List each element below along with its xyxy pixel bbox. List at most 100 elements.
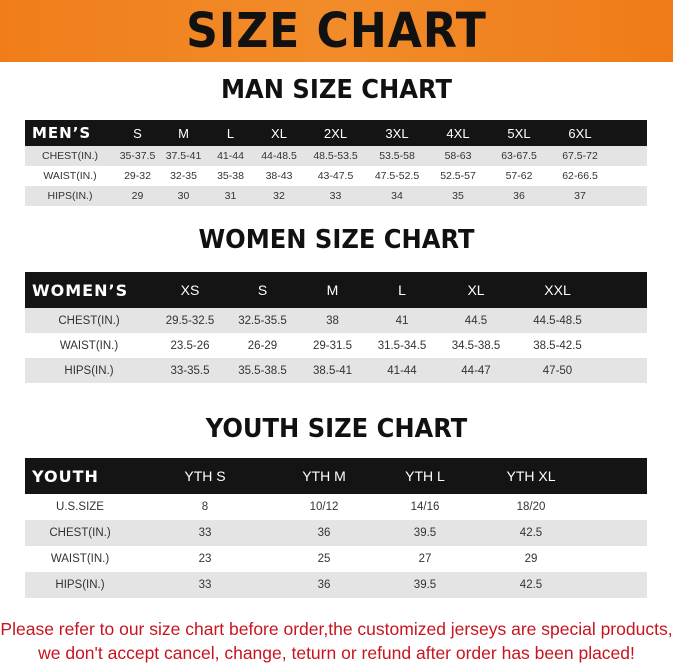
table-cell: 29.5-32.5 xyxy=(153,308,227,333)
table-row: HIPS(IN.) 29 30 31 32 33 34 35 36 37 xyxy=(25,186,647,206)
table-cell: 35-37.5 xyxy=(115,146,160,166)
header-row: MEN’S S M L XL 2XL 3XL 4XL 5XL 6XL xyxy=(25,120,647,146)
table-cell: 31.5-34.5 xyxy=(377,339,427,352)
size-header: 3XL xyxy=(367,120,427,146)
banner-title: SIZE CHART xyxy=(186,3,487,59)
table-cell: 38-43 xyxy=(265,170,293,182)
size-header: 2XL xyxy=(304,120,367,146)
notice-line-1: Please refer to our size chart before or… xyxy=(0,619,673,639)
table-cell: 36 xyxy=(275,520,373,546)
table-cell: 58-63 xyxy=(427,146,489,166)
table-cell: 44-48.5 xyxy=(254,146,304,166)
header-row: YOUTH YTH S YTH M YTH L YTH XL xyxy=(25,458,647,494)
header-row: WOMEN’S XS S M L XL XXL xyxy=(25,272,647,308)
table-cell: 41-44 xyxy=(207,146,254,166)
table-cell: 44.5 xyxy=(437,308,515,333)
table-row: HIPS(IN.) 33-35.5 35.5-38.5 38.5-41 41-44 44-… xyxy=(25,358,647,383)
table-cell: 43-47.5 xyxy=(317,170,354,182)
row-label: CHEST(IN.) xyxy=(25,308,153,333)
table-cell: 32 xyxy=(254,186,304,206)
row-filler xyxy=(600,333,647,358)
table-cell: 35-38 xyxy=(217,170,244,182)
size-header: XL xyxy=(254,120,304,146)
row-filler xyxy=(600,308,647,333)
table-label: YOUTH xyxy=(25,458,135,494)
size-header: YTH XL xyxy=(477,458,585,494)
table-cell: 31 xyxy=(207,186,254,206)
table-cell: 47.5-52.5 xyxy=(374,170,420,182)
row-filler xyxy=(611,146,647,166)
table-cell: 25 xyxy=(317,553,331,565)
table-row: CHEST(IN.) 35-37.5 37.5-41 41-44 44-48.5 48.5… xyxy=(25,146,647,166)
table-cell: 44-47 xyxy=(437,358,515,383)
row-label: HIPS(IN.) xyxy=(25,572,135,598)
table-row: HIPS(IN.) 33 36 39.5 42.5 xyxy=(25,572,647,598)
table-cell: 39.5 xyxy=(373,572,477,598)
size-header: 4XL xyxy=(427,120,489,146)
size-header: M xyxy=(160,120,207,146)
table-cell: 67.5-72 xyxy=(549,146,611,166)
table-row: CHEST(IN.) 33 36 39.5 42.5 xyxy=(25,520,647,546)
table-label: WOMEN’S xyxy=(25,272,153,308)
header-filler xyxy=(600,272,647,308)
banner: SIZE CHART xyxy=(0,0,673,62)
table-cell: 44.5-48.5 xyxy=(515,308,600,333)
table-cell: 42.5 xyxy=(477,572,585,598)
size-header: 5XL xyxy=(489,120,549,146)
row-label: WAIST(IN.) xyxy=(50,553,110,565)
table-cell: 36 xyxy=(489,186,549,206)
row-filler xyxy=(585,546,647,572)
table-cell: 29 xyxy=(524,553,538,565)
row-label: CHEST(IN.) xyxy=(25,520,135,546)
table-label: MEN’S xyxy=(25,120,115,146)
table-row: U.S.SIZE 8 10/12 14/16 18/20 xyxy=(25,494,647,520)
table-cell: 47-50 xyxy=(515,358,600,383)
table-cell: 35.5-38.5 xyxy=(227,358,298,383)
table-cell: 29-32 xyxy=(124,170,151,182)
table-cell: 32.5-35.5 xyxy=(227,308,298,333)
table-cell: 37.5-41 xyxy=(160,146,207,166)
table-cell: 14/16 xyxy=(410,501,440,513)
table-cell: 33 xyxy=(304,186,367,206)
table-row: WAIST(IN.) 23.5-26 26-29 29-31.5 31.5-34.5 34… xyxy=(25,333,647,358)
table-cell: 27 xyxy=(418,553,432,565)
row-filler xyxy=(600,358,647,383)
table-cell: 34.5-38.5 xyxy=(451,339,501,352)
size-header: YTH S xyxy=(135,458,275,494)
table-cell: 38.5-42.5 xyxy=(533,339,582,352)
size-header: S xyxy=(115,120,160,146)
row-label: WAIST(IN.) xyxy=(59,339,119,352)
header-filler xyxy=(611,120,647,146)
size-header: L xyxy=(207,120,254,146)
size-header: 6XL xyxy=(549,120,611,146)
size-header: XXL xyxy=(515,272,600,308)
table-cell: 29 xyxy=(115,186,160,206)
row-label: WAIST(IN.) xyxy=(43,170,97,182)
order-notice: Please refer to our size chart before or… xyxy=(0,617,673,665)
table-row: WAIST(IN.) 23 25 27 29 xyxy=(25,546,647,572)
table-cell: 10/12 xyxy=(309,501,339,513)
table-cell: 26-29 xyxy=(247,339,278,352)
table-cell: 38.5-41 xyxy=(298,358,367,383)
table-cell: 35 xyxy=(427,186,489,206)
women-title: WOMEN SIZE CHART xyxy=(198,225,475,255)
row-filler xyxy=(611,186,647,206)
table-cell: 63-67.5 xyxy=(489,146,549,166)
table-cell: 33 xyxy=(135,572,275,598)
table-row: WAIST(IN.) 29-32 32-35 35-38 38-43 43-47.5 47.… xyxy=(25,166,647,186)
table-cell: 39.5 xyxy=(373,520,477,546)
table-cell: 29-31.5 xyxy=(312,339,352,352)
row-label: HIPS(IN.) xyxy=(25,358,153,383)
size-header: YTH M xyxy=(275,458,373,494)
table-cell: 23 xyxy=(198,553,212,565)
men-size-table: MEN’S S M L XL 2XL 3XL 4XL 5XL 6XL CHEST(IN.) 35-37… xyxy=(25,120,647,206)
row-label: CHEST(IN.) xyxy=(25,146,115,166)
row-filler xyxy=(611,166,647,186)
table-cell: 41-44 xyxy=(367,358,437,383)
row-label: HIPS(IN.) xyxy=(25,186,115,206)
table-cell: 30 xyxy=(160,186,207,206)
youth-title: YOUTH SIZE CHART xyxy=(205,414,468,444)
table-cell: 32-35 xyxy=(170,170,197,182)
table-cell: 38 xyxy=(298,308,367,333)
row-label: U.S.SIZE xyxy=(56,501,104,513)
